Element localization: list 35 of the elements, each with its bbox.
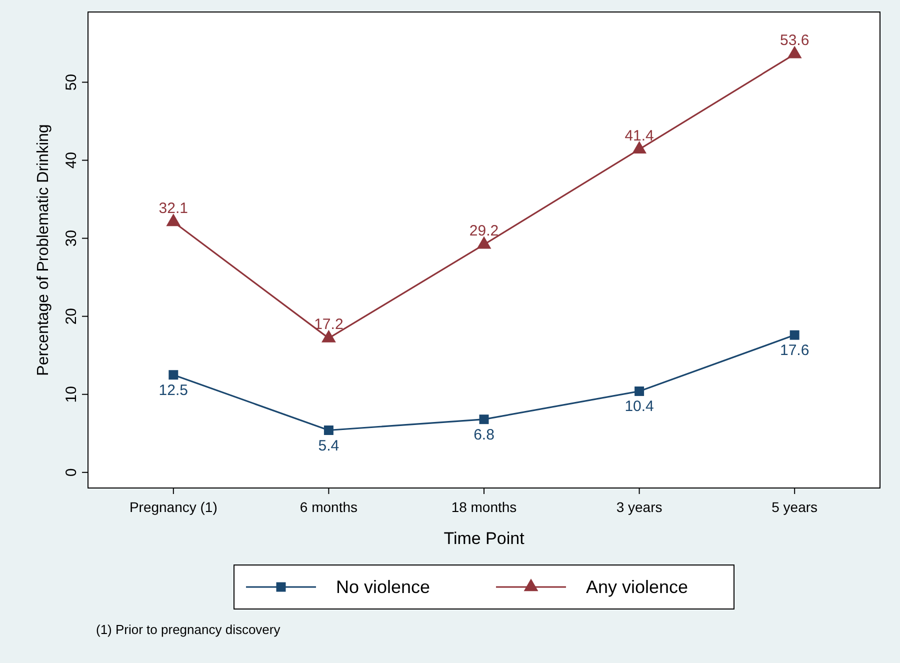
legend-label: No violence bbox=[336, 577, 430, 597]
x-tick-label: 3 years bbox=[616, 499, 662, 515]
y-axis-title: Percentage of Problematic Drinking bbox=[35, 124, 52, 376]
y-tick-label: 50 bbox=[63, 74, 80, 91]
x-tick-label: 6 months bbox=[300, 499, 358, 515]
data-label: 12.5 bbox=[158, 382, 188, 399]
point bbox=[787, 46, 802, 58]
data-label: 17.6 bbox=[780, 342, 810, 360]
y-tick-label: 30 bbox=[63, 230, 80, 247]
data-label: 41.4 bbox=[624, 127, 654, 144]
data-label: 53.6 bbox=[780, 32, 810, 50]
point bbox=[168, 370, 178, 380]
y-tick-label: 0 bbox=[63, 468, 80, 477]
x-axis-title: Time Point bbox=[444, 529, 525, 548]
data-label: 5.4 bbox=[318, 437, 340, 454]
point bbox=[634, 386, 644, 396]
x-tick-label: 5 years bbox=[772, 499, 818, 515]
y-tick-label: 20 bbox=[63, 308, 80, 325]
x-tick-label: Pregnancy (1) bbox=[129, 499, 218, 515]
data-label: 17.2 bbox=[314, 316, 344, 334]
point bbox=[476, 236, 492, 249]
data-label: 32.1 bbox=[158, 200, 188, 217]
point bbox=[632, 141, 646, 154]
point bbox=[324, 426, 334, 435]
x-tick-label: 18 months bbox=[451, 499, 517, 515]
y-tick-label: 10 bbox=[63, 386, 80, 403]
text: (1) Prior to pregnancy discovery bbox=[96, 622, 281, 637]
point bbox=[166, 214, 181, 226]
y-tick-label: 40 bbox=[63, 152, 80, 169]
data-label: 29.2 bbox=[469, 222, 499, 240]
legend-label: Any violence bbox=[586, 577, 688, 597]
data-label: 6.8 bbox=[474, 426, 494, 444]
data-label: 10.4 bbox=[624, 398, 654, 416]
point bbox=[790, 330, 800, 340]
point bbox=[479, 414, 489, 424]
